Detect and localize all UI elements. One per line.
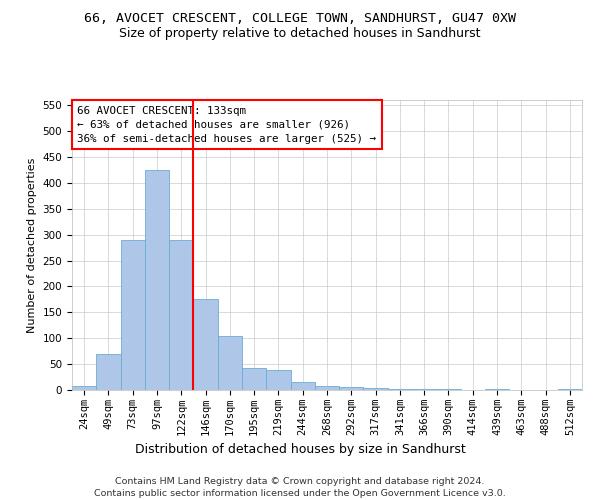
Bar [436, 389, 461, 390]
Y-axis label: Number of detached properties: Number of detached properties [27, 158, 37, 332]
Bar [315, 386, 339, 390]
Bar [169, 240, 193, 390]
Text: 66 AVOCET CRESCENT: 133sqm
← 63% of detached houses are smaller (926)
36% of sem: 66 AVOCET CRESCENT: 133sqm ← 63% of deta… [77, 106, 376, 144]
Bar [290, 382, 315, 390]
Bar [145, 170, 169, 390]
Text: Distribution of detached houses by size in Sandhurst: Distribution of detached houses by size … [134, 442, 466, 456]
Bar [364, 388, 388, 390]
Bar [242, 368, 266, 390]
Bar [218, 336, 242, 390]
Text: 66, AVOCET CRESCENT, COLLEGE TOWN, SANDHURST, GU47 0XW: 66, AVOCET CRESCENT, COLLEGE TOWN, SANDH… [84, 12, 516, 26]
Bar [72, 386, 96, 390]
Bar [266, 370, 290, 390]
Bar [339, 388, 364, 390]
Text: Contains HM Land Registry data © Crown copyright and database right 2024.: Contains HM Land Registry data © Crown c… [115, 478, 485, 486]
Text: Size of property relative to detached houses in Sandhurst: Size of property relative to detached ho… [119, 28, 481, 40]
Bar [558, 389, 582, 390]
Bar [193, 300, 218, 390]
Bar [96, 354, 121, 390]
Bar [121, 240, 145, 390]
Text: Contains public sector information licensed under the Open Government Licence v3: Contains public sector information licen… [94, 489, 506, 498]
